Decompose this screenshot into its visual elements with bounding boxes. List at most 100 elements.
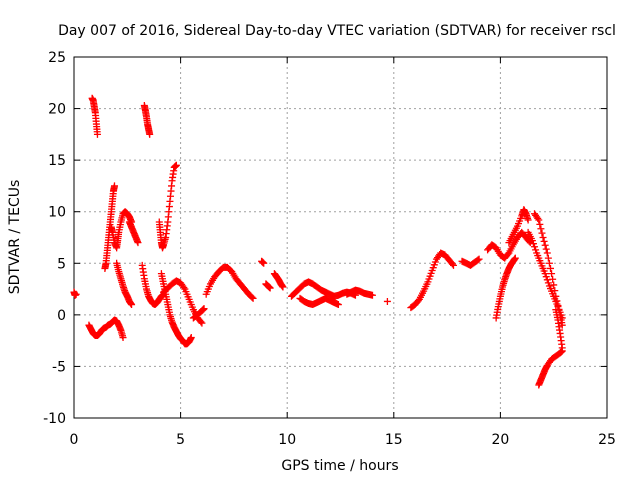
data-point-interp	[529, 240, 537, 248]
series-arc-2.6	[125, 218, 142, 247]
data-point	[249, 294, 257, 302]
data-point	[543, 249, 551, 257]
series-arc-4.5	[160, 277, 206, 327]
y-tick-label: 20	[48, 102, 66, 118]
data-point-interp	[542, 273, 550, 281]
data-point-interp	[545, 259, 553, 267]
plot-frame	[73, 56, 608, 419]
data-point	[128, 301, 136, 309]
data-point-interp	[547, 264, 555, 272]
series-rise-20	[492, 254, 519, 322]
data-point-interp	[197, 318, 205, 326]
series-bump-9.1	[262, 280, 274, 292]
axis-ticks	[73, 56, 608, 419]
data-point-interp	[544, 254, 552, 262]
series-cluster-2	[107, 208, 136, 252]
data-point	[111, 182, 119, 190]
series-fall-22	[531, 210, 566, 329]
data-point-interp	[248, 293, 256, 301]
x-tick-label: 10	[278, 432, 296, 448]
grid-lines	[74, 57, 607, 418]
data-point-interp	[541, 241, 549, 249]
data-point	[72, 290, 80, 298]
data-point	[134, 239, 142, 247]
series-arc-16	[407, 249, 457, 312]
series-fall-2	[113, 259, 136, 309]
x-tick-label: 20	[491, 432, 509, 448]
y-tick-label: -5	[52, 359, 66, 375]
data-point-interp	[474, 256, 482, 264]
y-tick-label: 0	[57, 308, 66, 324]
data-point-interp	[532, 246, 540, 254]
series-tail-22	[535, 347, 566, 389]
data-point-interp	[553, 297, 561, 305]
series-cluster-13	[343, 286, 376, 299]
data-point	[187, 334, 195, 342]
data-point-interp	[180, 284, 188, 292]
data-point	[266, 284, 274, 292]
data-point-interp	[537, 225, 545, 233]
data-point	[558, 347, 566, 355]
series-arc-5.8	[189, 305, 208, 322]
chart-title: Day 007 of 2016, Sidereal Day-to-day VTE…	[58, 23, 616, 39]
data-point	[541, 270, 549, 278]
data-point-interp	[549, 275, 557, 283]
series-peak-21	[505, 206, 532, 247]
data-point	[475, 255, 483, 263]
data-point-interp	[531, 243, 539, 251]
data-point-interp	[534, 214, 542, 222]
series-rise-1.5	[101, 182, 119, 272]
data-point	[146, 130, 154, 138]
data-point	[528, 237, 536, 245]
series-bump-9.6	[270, 270, 287, 291]
y-tick-label: 25	[48, 50, 66, 66]
data-point-interp	[538, 229, 546, 237]
data-point-interp	[544, 279, 552, 287]
data-point	[535, 216, 543, 224]
data-point	[383, 297, 391, 305]
y-tick-label: 10	[48, 205, 66, 221]
data-point	[260, 259, 268, 267]
x-tick-label: 15	[385, 432, 403, 448]
series-cluster-11-lower	[296, 294, 342, 309]
series-bump-3.5	[138, 261, 168, 309]
series-isolated-8.8	[258, 257, 268, 267]
series-spike-1	[88, 94, 101, 138]
data-point	[198, 319, 206, 327]
data-point	[93, 130, 101, 138]
series-start	[70, 288, 80, 299]
y-tick-label: 5	[57, 256, 66, 272]
series-arc-18.3	[458, 255, 483, 269]
data-point	[172, 161, 180, 169]
x-axis-label: GPS time / hours	[281, 458, 398, 474]
x-tick-label: 25	[598, 432, 616, 448]
data-point	[524, 216, 532, 224]
data-point	[539, 234, 547, 241]
data-point-interp	[551, 287, 559, 295]
series-rise-4	[155, 161, 180, 252]
x-tick-label: 5	[176, 432, 185, 448]
data-point	[548, 270, 556, 278]
data-point	[368, 291, 376, 299]
data-point	[279, 283, 287, 291]
data-point	[119, 334, 127, 342]
data-point	[200, 305, 208, 313]
y-axis-label: SDTVAR / TECUs	[7, 180, 23, 295]
tick-labels: 0 5 10 15 20 25 -10 -5 0 5 10 15 20 25	[43, 50, 616, 448]
y-tick-label: 15	[48, 153, 66, 169]
data-point-interp	[550, 281, 558, 289]
data-point-interp	[536, 220, 544, 228]
data-point-interp	[542, 245, 550, 253]
data-point-interp	[448, 260, 456, 268]
series-cluster-10-12	[287, 278, 359, 300]
data-point-interp	[554, 302, 562, 310]
data-point	[449, 261, 457, 269]
data-point-interp	[540, 237, 548, 245]
data-point	[558, 321, 566, 329]
data-points	[70, 94, 566, 389]
series-arc-0.9-neg	[85, 316, 127, 342]
y-tick-label: -10	[43, 411, 66, 427]
data-point	[552, 292, 560, 300]
data-point	[511, 254, 519, 262]
